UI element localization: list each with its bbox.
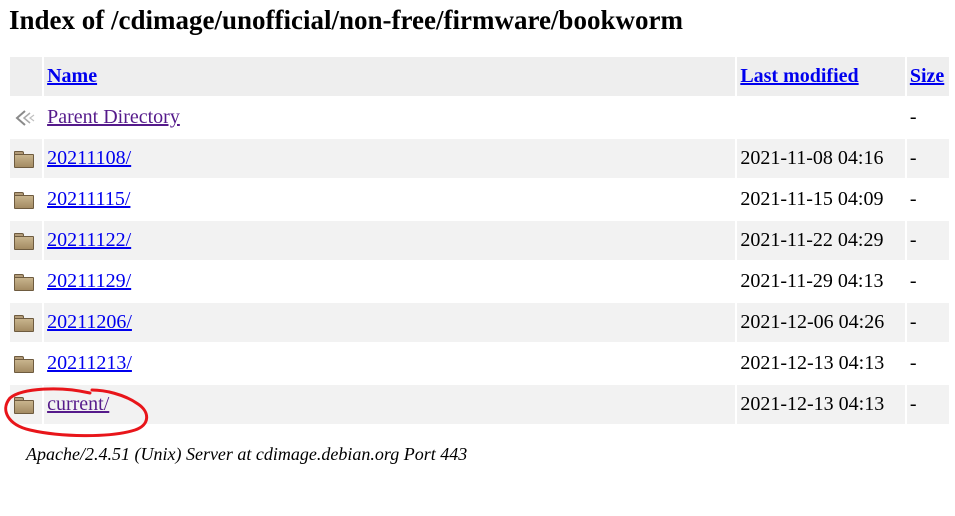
folder-icon [13,314,35,333]
row-modified-cell: 2021-12-06 04:26 [737,303,905,342]
row-name-cell: Parent Directory [44,98,736,137]
row-icon-cell [10,98,43,137]
row-modified-cell [737,98,905,137]
directory-link-20211122[interactable]: 20211122/ [47,229,132,251]
directory-link-20211129[interactable]: 20211129/ [47,270,132,292]
directory-link-20211115[interactable]: 20211115/ [47,188,131,210]
row-size-cell: - [906,180,949,219]
parent-directory-link[interactable]: Parent Directory [47,106,180,128]
row-icon-cell [10,262,43,301]
row-size-cell: - [906,385,949,424]
row-icon-cell [10,139,43,178]
row-icon-cell [10,180,43,219]
row-modified-cell: 2021-11-15 04:09 [737,180,905,219]
row-icon-cell [10,385,43,424]
directory-link-20211206[interactable]: 20211206/ [47,311,132,333]
folder-icon [13,191,35,210]
row-modified-cell: 2021-12-13 04:13 [737,385,905,424]
server-signature: Apache/2.4.51 (Unix) Server at cdimage.d… [26,444,468,464]
row-modified-cell: 2021-11-22 04:29 [737,221,905,260]
row-icon-cell [10,221,43,260]
row-icon-cell [10,344,43,383]
row-size-cell: - [906,98,949,137]
row-size-cell: - [906,262,949,301]
row-name-cell: 20211213/ [44,344,736,383]
table-row: 20211108/ 2021-11-08 04:16 - [10,139,949,178]
directory-link-current[interactable]: current/ [47,393,110,415]
sort-by-last-modified-link[interactable]: Last modified [740,65,859,87]
table-row: 20211122/ 2021-11-22 04:29 - [10,221,949,260]
table-row-parent-directory: Parent Directory - [10,98,949,137]
header-name-cell: Name [44,57,736,96]
directory-listing: Name Last modified Size Parent Directory… [8,55,951,426]
row-icon-cell [10,303,43,342]
directory-link-20211108[interactable]: 20211108/ [47,147,132,169]
row-size-cell: - [906,303,949,342]
table-row: 20211115/ 2021-11-15 04:09 - [10,180,949,219]
sort-by-size-link[interactable]: Size [909,65,945,87]
row-name-cell: 20211206/ [44,303,736,342]
header-size-cell: Size [906,57,949,96]
row-name-cell: current/ [44,385,736,424]
folder-icon [13,396,35,415]
table-row: 20211129/ 2021-11-29 04:13 - [10,262,949,301]
row-size-cell: - [906,221,949,260]
back-arrow-icon [15,110,35,127]
row-modified-cell: 2021-11-08 04:16 [737,139,905,178]
directory-link-20211213[interactable]: 20211213/ [47,352,132,374]
sort-by-name-link[interactable]: Name [47,65,98,87]
table-row: current/ 2021-12-13 04:13 - [10,385,949,424]
header-last-modified-cell: Last modified [737,57,905,96]
row-name-cell: 20211108/ [44,139,736,178]
page-title: Index of /cdimage/unofficial/non-free/fi… [9,5,683,35]
table-header-row: Name Last modified Size [10,57,949,96]
folder-icon [13,355,35,374]
row-modified-cell: 2021-12-13 04:13 [737,344,905,383]
header-icon-cell [10,57,43,96]
folder-icon [13,232,35,251]
row-size-cell: - [906,344,949,383]
table-row: 20211206/ 2021-12-06 04:26 - [10,303,949,342]
row-name-cell: 20211129/ [44,262,736,301]
row-name-cell: 20211122/ [44,221,736,260]
table-row: 20211213/ 2021-12-13 04:13 - [10,344,949,383]
row-size-cell: - [906,139,949,178]
row-modified-cell: 2021-11-29 04:13 [737,262,905,301]
folder-icon [13,273,35,292]
folder-icon [13,150,35,169]
row-name-cell: 20211115/ [44,180,736,219]
